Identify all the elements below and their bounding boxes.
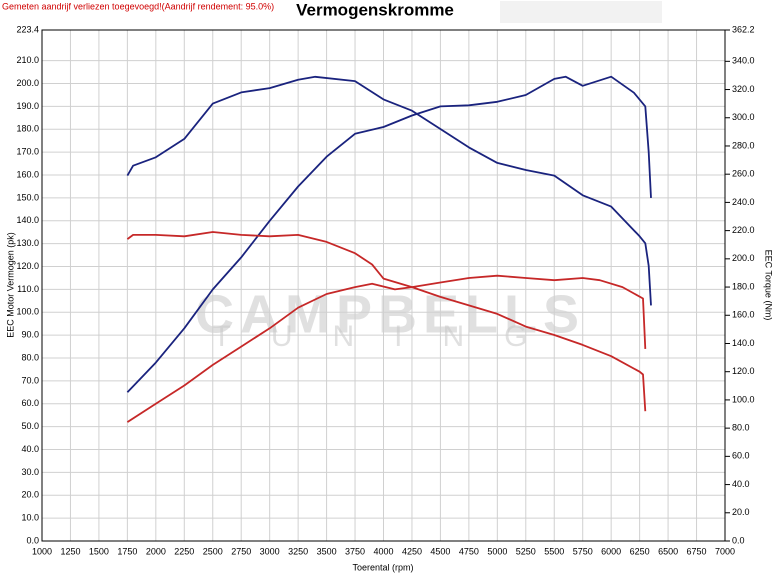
y-axis-label: EEC Motor Vermogen (pk) [5,232,15,338]
x-tick-label: 6500 [658,546,678,556]
y2-tick-label: 80.0 [732,423,750,433]
y2-tick-label: 0.0 [732,535,745,545]
x-tick-label: 7000 [715,546,735,556]
y-tick-label: 100.0 [16,307,39,317]
series-line [126,274,647,423]
x-tick-label: 6250 [630,546,650,556]
y-tick-label: 190.0 [16,101,39,111]
series-line [126,75,652,393]
x-tick-label: 5750 [573,546,593,556]
x-tick-label: 1000 [32,546,52,556]
x-tick-label: 3000 [260,546,280,556]
y-tick-label: 200.0 [16,78,39,88]
y2-tick-label: 320.0 [732,84,755,94]
y2-tick-label: 40.0 [732,479,750,489]
y2-tick-label: 220.0 [732,225,755,235]
plot-border [41,29,726,542]
x-tick-label: 4250 [402,546,422,556]
y2-tick-label: 340.0 [732,56,755,66]
x-tick-label: 4500 [430,546,450,556]
y-tick-label: 180.0 [16,124,39,134]
x-tick-label: 3750 [345,546,365,556]
y2-tick-label: 240.0 [732,197,755,207]
y2-tick-label: 280.0 [732,140,755,150]
x-tick-label: 3500 [317,546,337,556]
x-tick-label: 2500 [203,546,223,556]
y-tick-label: 40.0 [21,444,39,454]
chart-title: Vermogenskromme [296,0,454,19]
y-tick-label: 223.4 [16,24,39,34]
y2-tick-label: 100.0 [732,394,755,404]
series-line [126,231,647,412]
y-tick-label: 20.0 [21,490,39,500]
y-tick-label: 30.0 [21,467,39,477]
x-tick-label: 2000 [146,546,166,556]
y2-tick-label: 120.0 [732,366,755,376]
y-tick-label: 130.0 [16,238,39,248]
y2-tick-label: 260.0 [732,169,755,179]
y-tick-label: 80.0 [21,352,39,362]
y-tick-label: 10.0 [21,513,39,523]
x-axis-label: Toerental (rpm) [352,562,413,572]
y-tick-label: 160.0 [16,169,39,179]
x-tick-label: 6000 [601,546,621,556]
y-tick-label: 140.0 [16,215,39,225]
x-tick-label: 4000 [373,546,393,556]
info-box [500,1,662,23]
y2-tick-label: 300.0 [732,112,755,122]
y-tick-label: 70.0 [21,375,39,385]
x-tick-label: 2750 [231,546,251,556]
x-tick-label: 3250 [288,546,308,556]
x-tick-label: 5250 [516,546,536,556]
y-tick-label: 0.0 [26,535,39,545]
y2-tick-label: 20.0 [732,507,750,517]
y2-tick-label: 362.2 [732,24,755,34]
y-tick-label: 210.0 [16,55,39,65]
x-tick-label: 2250 [174,546,194,556]
x-tick-label: 5000 [487,546,507,556]
y-tick-label: 60.0 [21,398,39,408]
x-tick-label: 6750 [687,546,707,556]
watermark: TUNING [213,320,568,353]
series-line [126,75,652,306]
x-tick-label: 5500 [544,546,564,556]
y-tick-label: 120.0 [16,261,39,271]
y-tick-label: 50.0 [21,421,39,431]
y-tick-label: 150.0 [16,192,39,202]
y-tick-label: 90.0 [21,330,39,340]
y-tick-label: 110.0 [17,284,39,294]
x-tick-label: 1500 [89,546,109,556]
y2-tick-label: 60.0 [732,451,750,461]
subtitle: Gemeten aandrijf verliezen toegevoegd!(A… [2,1,274,11]
y-tick-label: 170.0 [16,147,39,157]
y2-tick-label: 180.0 [732,281,755,291]
y2-tick-label: 200.0 [732,253,755,263]
x-tick-label: 4750 [459,546,479,556]
y2-tick-label: 160.0 [732,310,755,320]
x-tick-label: 1250 [60,546,80,556]
x-tick-label: 1750 [117,546,137,556]
y2-tick-label: 140.0 [732,338,755,348]
y2-axis-label: EEC Torque (Nm) [764,250,774,321]
